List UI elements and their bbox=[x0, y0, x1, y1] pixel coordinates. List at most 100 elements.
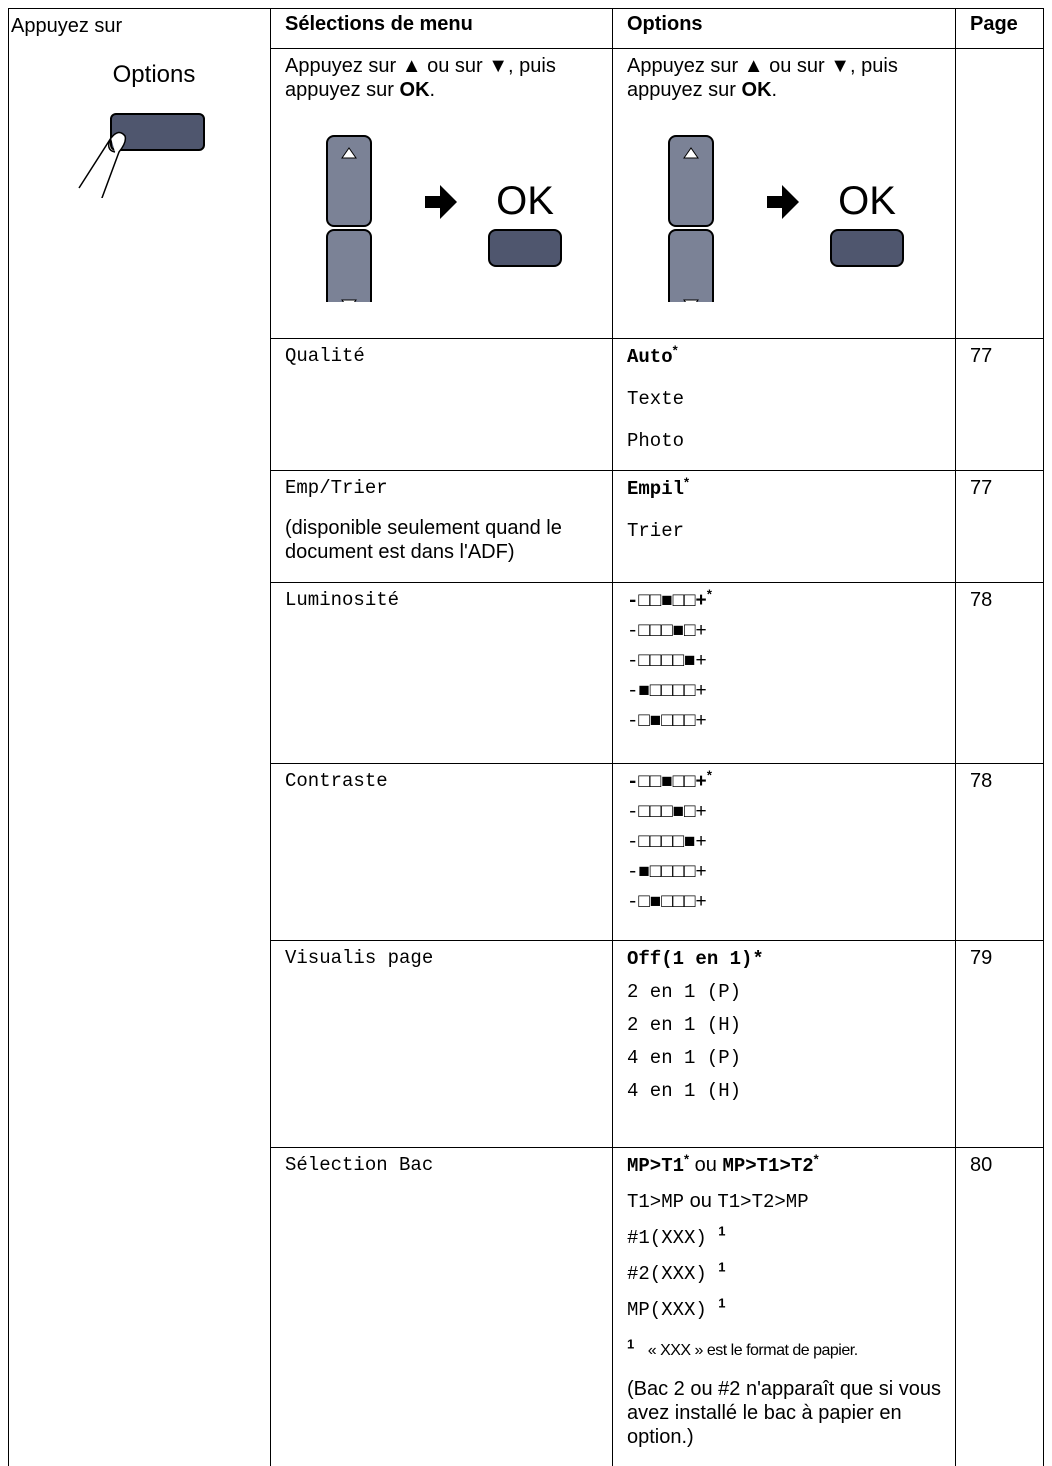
option-text: #2(XXX) bbox=[627, 1263, 719, 1285]
option-text: -■□□□□+ bbox=[627, 861, 707, 883]
option-text: * bbox=[684, 1151, 690, 1167]
down-arrow bbox=[341, 299, 357, 302]
option: Photo bbox=[627, 428, 945, 470]
option-text: #1(XXX) bbox=[627, 1227, 719, 1249]
option-text: T1>T2>MP bbox=[717, 1191, 809, 1213]
header-cell: Sélections de menu bbox=[270, 8, 613, 49]
option-text: Texte bbox=[627, 388, 685, 410]
option-text: T1>MP bbox=[627, 1191, 685, 1213]
menu-table: Appuyez sur Options Sélections de menu O… bbox=[8, 8, 1044, 1466]
empty-cell bbox=[955, 48, 1044, 339]
option-text: Trier bbox=[627, 520, 685, 542]
option-text: Auto bbox=[627, 346, 673, 368]
menu-name: Emp/Trier bbox=[285, 477, 388, 499]
option-text: 1 bbox=[718, 1259, 726, 1275]
option: -■□□□□+ bbox=[627, 859, 945, 889]
instruction-text-part: Appuyez sur ▲ ou sur ▼, puis appuyez sur bbox=[627, 55, 898, 101]
navigation-graphic: OK bbox=[668, 135, 904, 302]
menu-cell: Contraste bbox=[270, 763, 613, 941]
instruction-key: OK bbox=[741, 79, 772, 101]
instruction-text-part: Appuyez sur ▲ ou sur ▼, puis appuyez sur bbox=[285, 55, 556, 101]
option-text: * bbox=[813, 1151, 819, 1167]
option-text: -□□□■□+ bbox=[627, 801, 707, 823]
option-text: -□■□□□+ bbox=[627, 710, 707, 732]
option: Texte bbox=[627, 386, 945, 428]
page-cell: 80 bbox=[955, 1147, 1044, 1466]
option-text: 1 bbox=[718, 1295, 726, 1311]
header-cell: Page bbox=[955, 8, 1044, 49]
instruction-key: OK bbox=[399, 79, 430, 101]
option-text: 4 en 1 (H) bbox=[627, 1080, 742, 1102]
right-arrow bbox=[425, 185, 457, 219]
option-text: ou bbox=[689, 1154, 723, 1176]
option: Trier bbox=[627, 518, 945, 560]
option-text: MP(XXX) bbox=[627, 1299, 719, 1321]
ok-key bbox=[830, 229, 904, 267]
header-cell: Options bbox=[612, 8, 956, 49]
sidebar-label: Appuyez sur bbox=[11, 15, 123, 37]
down-arrow bbox=[683, 299, 699, 302]
options-button-graphic: Options bbox=[78, 61, 205, 198]
option: T1>MP ou T1>T2>MP bbox=[627, 1189, 945, 1225]
instruction-cell: Appuyez sur ▲ ou sur ▼, puis appuyez sur… bbox=[612, 48, 956, 339]
footnote-mark: 1 bbox=[627, 1336, 634, 1352]
option-text: * bbox=[684, 474, 690, 490]
options-cell: -□□■□□+* -□□□■□+ -□□□□■+ -■□□□□+ -□■□□□+ bbox=[612, 582, 956, 764]
options-cell: Off(1 en 1)* 2 en 1 (P) 2 en 1 (H) 4 en 1 (… bbox=[612, 940, 956, 1148]
option-text: -□■□□□+ bbox=[627, 891, 707, 913]
option-text: -□□■□□+ bbox=[627, 771, 707, 793]
option-text: -■□□□□+ bbox=[627, 680, 707, 702]
up-key bbox=[326, 135, 372, 227]
options-note: (Bac 2 ou #2 n'apparaît que si vous avez… bbox=[627, 1378, 942, 1448]
instruction-end: . bbox=[429, 79, 436, 101]
option-text: MP>T1>T2 bbox=[722, 1155, 814, 1177]
option-text: -□□□■□+ bbox=[627, 620, 707, 642]
option: 2 en 1 (P) bbox=[627, 979, 945, 1012]
option-text: -□□□□■+ bbox=[627, 831, 707, 853]
navigation-graphic: OK bbox=[326, 135, 562, 302]
option: 4 en 1 (H) bbox=[627, 1078, 945, 1111]
menu-name: Luminosité bbox=[285, 589, 400, 611]
option: Empil* bbox=[627, 474, 945, 518]
option-text: MP>T1 bbox=[627, 1155, 685, 1177]
menu-row: Emp/Trier (disponible seulement quand le … bbox=[9, 470, 1044, 583]
menu-row: Contraste -□□■□□+* -□□□■□+ -□□□□■+ -■□□□□+ -□… bbox=[9, 763, 1044, 941]
option-text: Off(1 en 1)* bbox=[627, 948, 764, 970]
menu-row: Qualité Auto* Texte Photo 77 bbox=[9, 338, 1044, 471]
option: -□□□□■+ bbox=[627, 648, 945, 678]
option: Auto* bbox=[627, 343, 945, 386]
menu-cell: Luminosité bbox=[270, 582, 613, 764]
menu-note: (disponible seulement quand le document … bbox=[285, 517, 562, 563]
menu-cell: Qualité bbox=[270, 338, 613, 471]
option: -□■□□□+ bbox=[627, 889, 945, 919]
options-cell: Auto* Texte Photo bbox=[612, 338, 956, 471]
up-arrow bbox=[683, 147, 699, 159]
right-arrow bbox=[767, 185, 799, 219]
menu-row: Luminosité -□□■□□+* -□□□■□+ -□□□□■+ -■□□□□+ -… bbox=[9, 582, 1044, 764]
finger bbox=[78, 131, 127, 198]
option: -■□□□□+ bbox=[627, 678, 945, 708]
menu-cell: Sélection Bac bbox=[270, 1147, 613, 1466]
menu-name: Qualité bbox=[285, 345, 365, 367]
sidebar: Appuyez sur Options bbox=[8, 8, 271, 1466]
option: -□□□□■+ bbox=[627, 829, 945, 859]
down-key bbox=[326, 229, 372, 302]
option-text: 2 en 1 (H) bbox=[627, 1014, 742, 1036]
option-text: 4 en 1 (P) bbox=[627, 1047, 742, 1069]
option-text: * bbox=[706, 586, 712, 602]
option-text: -□□■□□+ bbox=[627, 590, 707, 612]
option-text: 1 bbox=[718, 1223, 726, 1239]
option-text: ou bbox=[684, 1190, 718, 1212]
option: #2(XXX) 1 bbox=[627, 1259, 945, 1297]
menu-name: Contraste bbox=[285, 770, 388, 792]
footnote: 1 « XXX » est le format de papier. bbox=[627, 1336, 945, 1363]
option-text: 2 en 1 (P) bbox=[627, 981, 742, 1003]
option: 2 en 1 (H) bbox=[627, 1012, 945, 1045]
button-shape bbox=[110, 113, 205, 151]
menu-name: Visualis page bbox=[285, 947, 434, 969]
option: MP>T1* ou MP>T1>T2* bbox=[627, 1151, 945, 1189]
option: -□□■□□+* bbox=[627, 586, 945, 618]
option: MP(XXX) 1 bbox=[627, 1295, 945, 1333]
ok-key bbox=[488, 229, 562, 267]
option: #1(XXX) 1 bbox=[627, 1223, 945, 1261]
